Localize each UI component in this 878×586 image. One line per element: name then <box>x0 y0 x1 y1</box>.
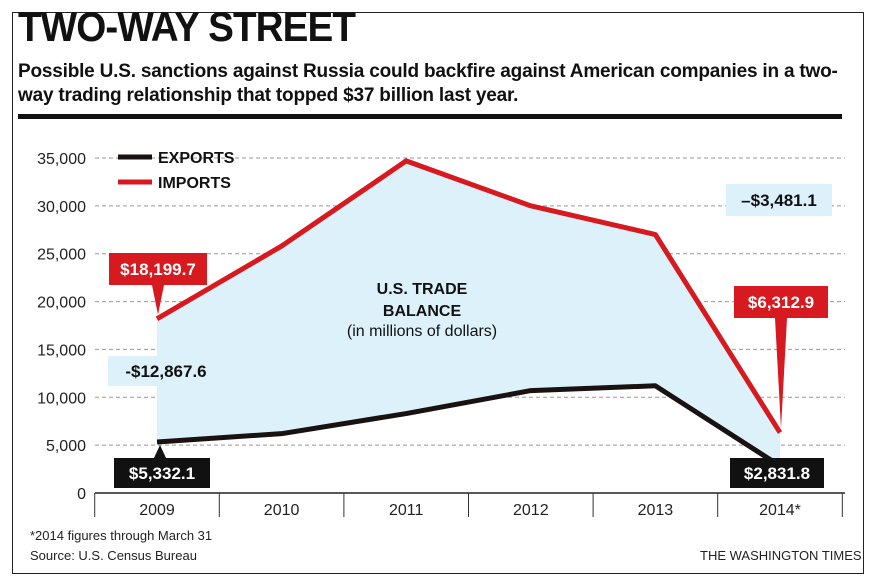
y-tick-label: 25,000 <box>37 247 86 264</box>
exports-2014-callout-pointer <box>772 458 784 469</box>
imports-2009-callout-pointer <box>152 285 164 315</box>
balance-2009-box <box>108 356 224 386</box>
chart-subtitle: Possible U.S. sanctions against Russia c… <box>18 61 838 107</box>
imports-line <box>155 158 783 434</box>
imports-2009-callout-label: $18,199.7 <box>120 260 196 279</box>
footnote: *2014 figures through March 31 <box>30 528 213 543</box>
exports-line <box>156 383 782 468</box>
x-tick-label: 2012 <box>513 502 549 519</box>
legend-label-imports: IMPORTS <box>158 175 231 192</box>
imports-2014-callout-box <box>734 286 828 318</box>
legend-label-exports: EXPORTS <box>158 150 235 167</box>
balance-title-line: BALANCE <box>383 303 462 320</box>
trade-balance-area <box>157 160 780 466</box>
y-tick-label: 0 <box>77 486 86 503</box>
credit-line: THE WASHINGTON TIMES <box>700 548 862 563</box>
title-rule <box>18 114 842 119</box>
exports-2009-callout-label: $5,332.1 <box>129 464 195 483</box>
balance-2014-label: –$3,481.1 <box>741 191 817 210</box>
exports-2014-callout-label: $2,831.8 <box>744 464 810 483</box>
exports-2009-callout-box <box>114 458 210 488</box>
y-tick-label: 20,000 <box>37 295 86 312</box>
balance-title-line: U.S. TRADE <box>377 281 468 298</box>
exports-2009-callout-pointer <box>154 444 166 458</box>
x-tick-label: 2010 <box>264 502 300 519</box>
y-tick-label: 10,000 <box>37 390 86 407</box>
balance-units: (in millions of dollars) <box>347 323 497 340</box>
x-tick-label: 2011 <box>389 502 424 519</box>
y-tick-label: 35,000 <box>37 151 86 168</box>
source-note: Source: U.S. Census Bureau <box>30 548 197 563</box>
chart-title: TWO-WAY STREET <box>18 3 356 50</box>
x-tick-label: 2013 <box>638 502 674 519</box>
imports-2014-callout-pointer <box>775 318 787 429</box>
balance-2009-label: -$12,867.6 <box>125 362 206 381</box>
y-tick-label: 5,000 <box>46 438 86 455</box>
x-tick-label: 2009 <box>139 502 175 519</box>
x-tick-label: 2014* <box>759 502 801 519</box>
imports-2014-callout-label: $6,312.9 <box>748 293 814 312</box>
y-tick-label: 30,000 <box>37 199 86 216</box>
y-tick-label: 15,000 <box>37 342 86 359</box>
imports-2009-callout-box <box>109 253 207 285</box>
balance-2014-box <box>726 184 832 216</box>
